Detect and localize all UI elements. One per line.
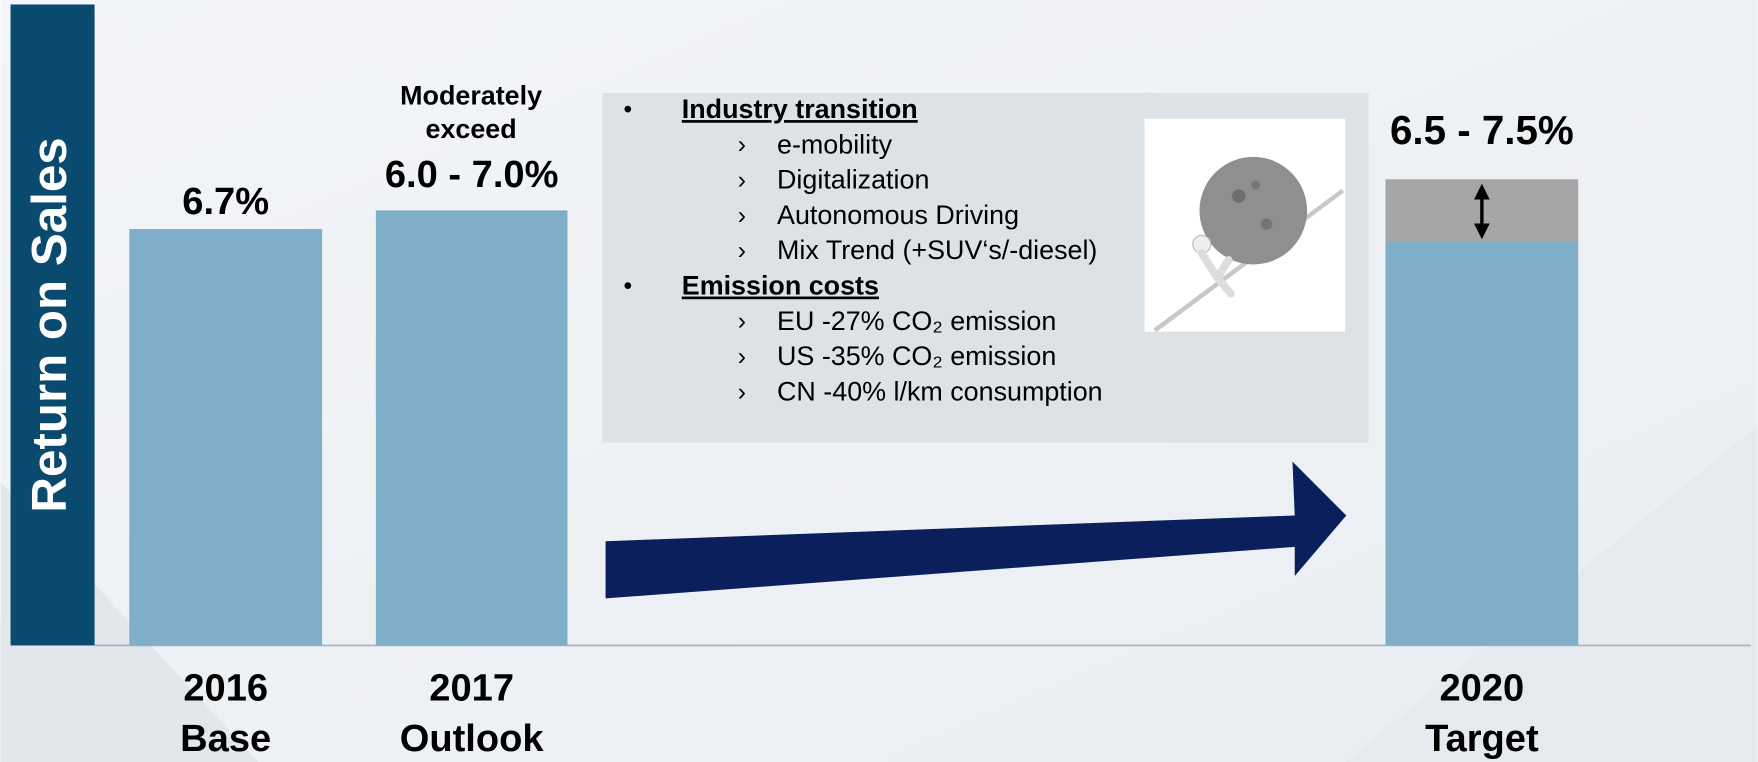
category-label: 2017 [429,667,514,709]
sub-bullet: › [738,308,746,335]
sub-bullet: › [738,132,746,159]
sub-bullet: › [738,344,746,371]
illustration [1144,118,1346,333]
range-arrow-head [1474,183,1490,200]
annotation: Moderately [400,81,542,111]
value-label: 6.0 - 7.0% [385,154,559,196]
range-arrow-head [1474,223,1490,240]
bullet: • [624,96,633,123]
bar [129,229,323,646]
sub-bullet: › [738,379,746,406]
note-item: Mix Trend (+SUV‘s/-diesel) [777,235,1097,265]
note-item: e-mobility [777,129,893,159]
bar [375,210,568,646]
note-heading: Emission costs [682,271,879,301]
annotation: exceed [426,114,517,144]
y-axis-label: Return on Sales [22,137,77,512]
category-label: Outlook [400,718,545,760]
note-item: US -35% CO₂ emission [777,341,1056,371]
bar [1385,241,1579,646]
note-item: EU -27% CO₂ emission [777,306,1056,336]
note-item: Digitalization [777,165,929,195]
sub-bullet: › [738,202,746,229]
note-item: CN -40% l/km consumption [777,376,1103,406]
note-heading: Industry transition [682,94,918,124]
value-label: 6.5 - 7.5% [1390,107,1574,153]
value-label: 6.7% [182,181,269,223]
sub-bullet: › [738,167,746,194]
category-label: Target [1425,718,1539,760]
category-label: 2016 [183,667,268,709]
note-item: Autonomous Driving [777,200,1019,230]
bullet: • [624,273,633,300]
y-label-band [10,4,95,646]
sub-bullet: › [738,238,746,265]
category-label: 2020 [1440,667,1525,709]
trend-arrow [605,461,1347,599]
category-label: Base [180,718,271,760]
